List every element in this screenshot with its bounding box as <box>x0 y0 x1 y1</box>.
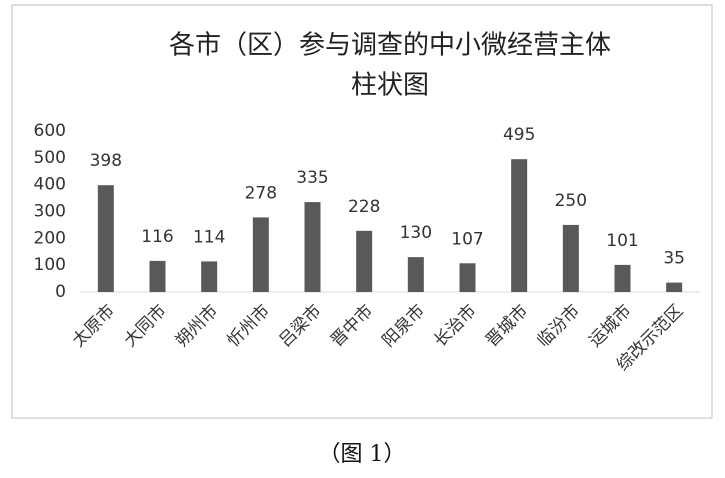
y-tick-label: 500 <box>34 148 66 168</box>
x-tick-label: 晋城市 <box>482 301 532 351</box>
y-tick-label: 0 <box>55 282 66 302</box>
bar <box>97 185 114 292</box>
value-label: 228 <box>348 197 380 217</box>
bar <box>459 263 476 292</box>
chart-border <box>11 4 713 419</box>
y-tick-label: 600 <box>34 121 66 141</box>
x-tick-label: 朔州市 <box>172 301 222 351</box>
x-tick-label: 运城市 <box>585 301 635 351</box>
value-label: 398 <box>90 151 122 171</box>
value-label: 114 <box>193 227 225 247</box>
y-tick-label: 300 <box>34 202 66 222</box>
caption: （图 1） <box>319 442 406 467</box>
bar <box>252 217 269 292</box>
bar <box>149 260 166 292</box>
value-label: 250 <box>555 191 587 211</box>
bar <box>666 282 683 292</box>
bar <box>304 202 321 292</box>
y-tick-label: 400 <box>34 175 66 195</box>
y-tick-label: 100 <box>34 255 66 275</box>
value-label: 35 <box>663 249 685 269</box>
value-label: 130 <box>400 223 432 243</box>
x-tick-label: 阳泉市 <box>379 301 429 351</box>
bar <box>562 224 579 292</box>
x-tick-label: 长治市 <box>430 301 480 351</box>
value-label: 116 <box>141 227 173 247</box>
x-tick-label: 太原市 <box>69 301 119 351</box>
bar <box>356 230 373 292</box>
value-label: 107 <box>451 229 483 249</box>
bar <box>614 264 631 292</box>
bar <box>201 261 218 292</box>
value-label: 101 <box>606 231 638 251</box>
bar <box>511 159 528 292</box>
x-tick-label: 吕梁市 <box>275 301 325 351</box>
chart-title: 柱状图 <box>351 71 429 101</box>
value-label: 278 <box>245 183 277 203</box>
x-tick-label: 临汾市 <box>534 301 584 351</box>
x-tick-label: 大同市 <box>120 301 170 351</box>
chart-title: 各市（区）参与调查的中小微经营主体 <box>169 31 611 61</box>
value-label: 335 <box>296 168 328 188</box>
x-tick-label: 忻州市 <box>224 301 274 351</box>
y-tick-label: 200 <box>34 228 66 248</box>
x-tick-label: 晋中市 <box>327 301 377 351</box>
value-label: 495 <box>503 125 535 145</box>
bar <box>407 257 424 292</box>
